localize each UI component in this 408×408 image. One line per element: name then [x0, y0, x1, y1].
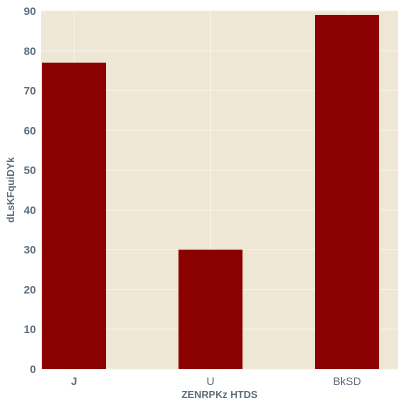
bar-bksd: [315, 14, 379, 369]
y-tick-label: 90: [24, 6, 36, 18]
x-tick-label: BkSD: [333, 376, 361, 388]
x-tick-label: U: [207, 376, 215, 388]
x-axis-ticks: J U BkSD: [71, 376, 361, 388]
y-tick-label: 40: [24, 205, 36, 217]
y-tick-label: 60: [24, 125, 36, 137]
y-axis-label: dLsKFquiDYk: [6, 157, 17, 223]
bar-j: [42, 62, 106, 369]
x-tick-label: J: [71, 376, 77, 388]
x-axis-label: ZENRPKz HTDS: [181, 390, 257, 401]
y-tick-label: 80: [24, 46, 36, 58]
y-axis-ticks: 0 10 20 30 40 50 60 70 80 90: [24, 6, 36, 376]
y-tick-label: 30: [24, 245, 36, 257]
y-tick-label: 70: [24, 86, 36, 98]
bars-group: [42, 14, 379, 369]
y-tick-label: 0: [30, 364, 36, 376]
y-tick-label: 10: [24, 324, 36, 336]
bar-u: [178, 249, 243, 369]
y-tick-label: 50: [24, 165, 36, 177]
y-tick-label: 20: [24, 284, 36, 296]
